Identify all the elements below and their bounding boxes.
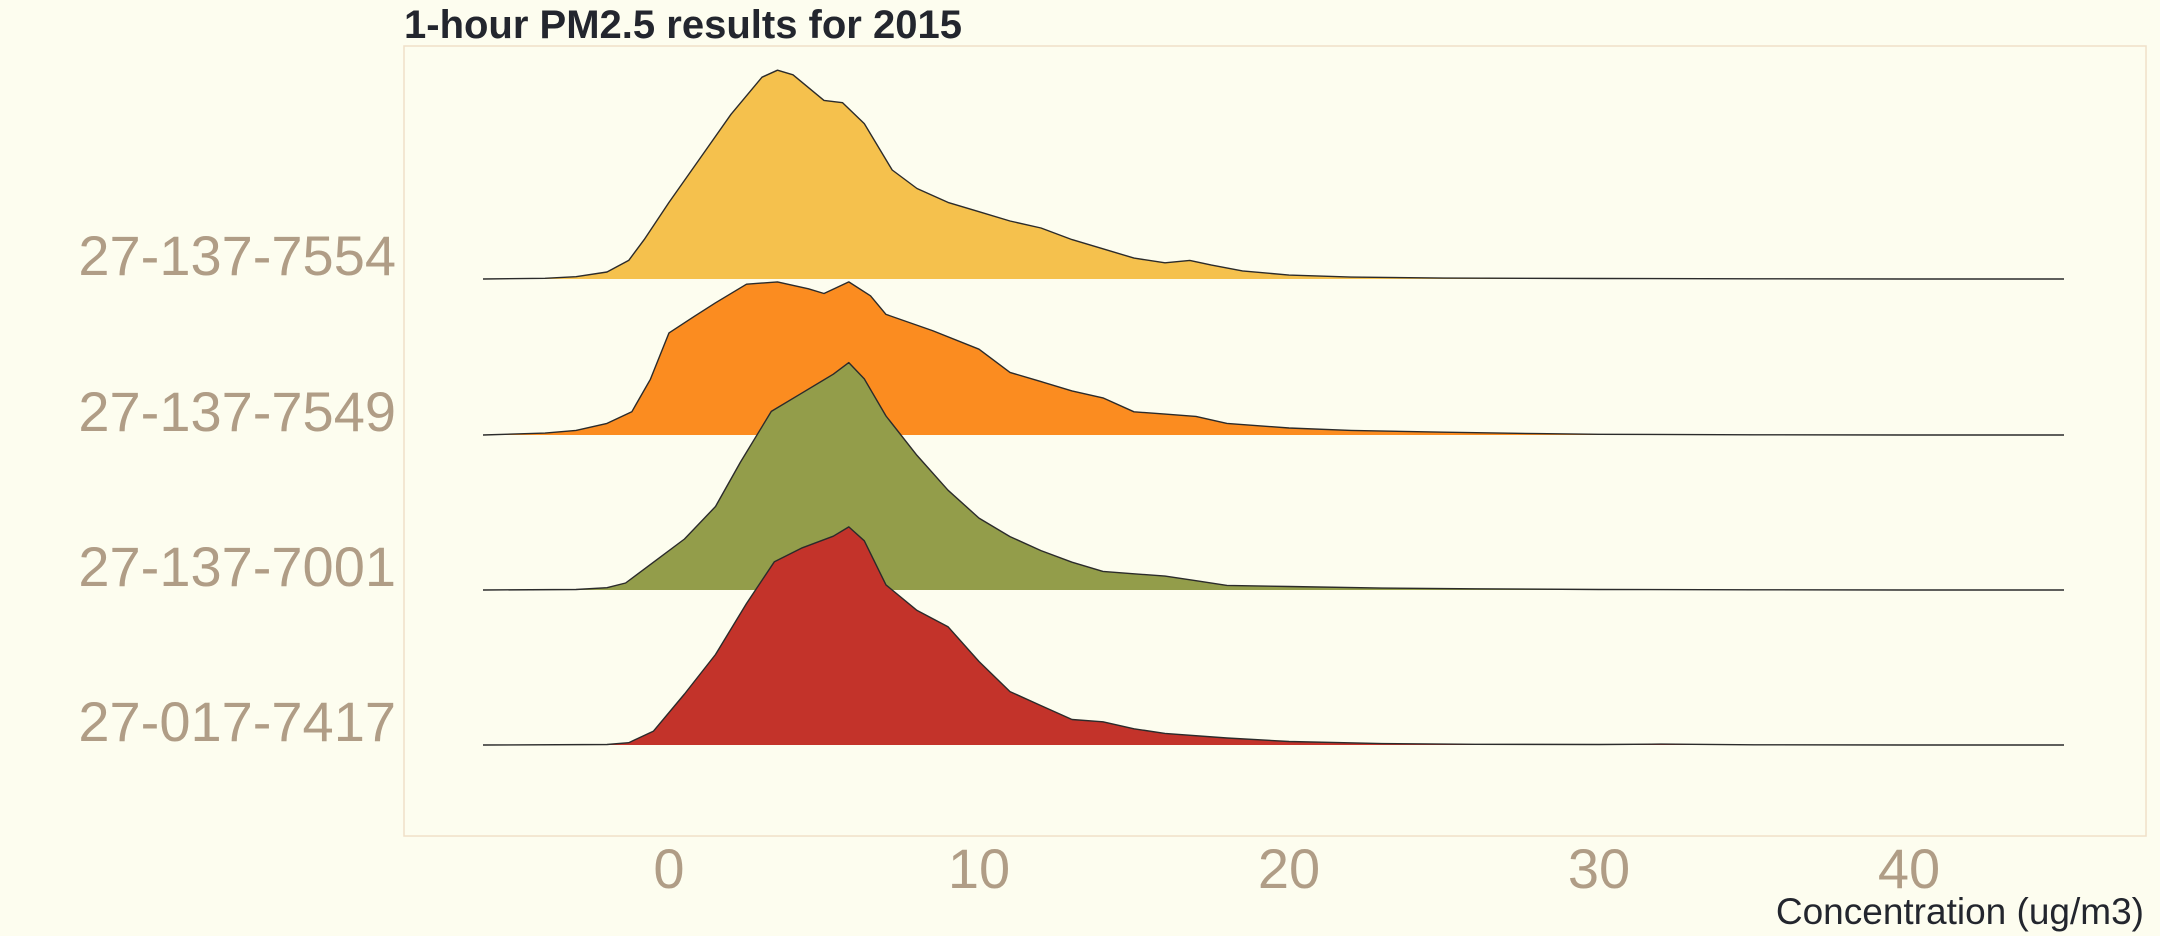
ridge-area-27-137-7554 bbox=[483, 70, 2064, 279]
y-tick-label-27-017-7417: 27-017-7417 bbox=[78, 690, 396, 753]
ridge-outline-27-137-7554 bbox=[482, 69, 2064, 280]
x-tick-label-40: 40 bbox=[1878, 837, 1940, 900]
plot-panel-border bbox=[403, 45, 2147, 837]
y-tick-label-27-137-7554: 27-137-7554 bbox=[78, 224, 396, 287]
ridge-27-137-7549 bbox=[482, 281, 2064, 436]
ridge-outline-27-137-7001 bbox=[482, 361, 2064, 591]
chart-title: 1-hour PM2.5 results for 2015 bbox=[404, 3, 962, 47]
ridge-outline-27-017-7417 bbox=[482, 526, 2064, 746]
x-axis-label: Concentration (ug/m3) bbox=[1776, 891, 2144, 932]
y-tick-label-27-137-7549: 27-137-7549 bbox=[78, 380, 396, 443]
x-tick-label-10: 10 bbox=[948, 837, 1010, 900]
x-tick-label-20: 20 bbox=[1258, 837, 1320, 900]
ridge-27-137-7001 bbox=[482, 361, 2064, 591]
y-tick-label-27-137-7001: 27-137-7001 bbox=[78, 535, 396, 598]
ridge-27-137-7554 bbox=[482, 69, 2064, 280]
density-ridges: 27-137-7554 27-137-7549 27-137-7001 27-017-… bbox=[78, 69, 2064, 753]
x-axis-ticks: 0 10 20 30 40 bbox=[653, 837, 1940, 900]
ridge-area-27-137-7001 bbox=[483, 362, 2064, 590]
x-tick-label-30: 30 bbox=[1568, 837, 1630, 900]
x-tick-label-0: 0 bbox=[653, 837, 684, 900]
ridge-area-27-137-7549 bbox=[483, 281, 2064, 435]
ridge-area-27-017-7417 bbox=[483, 526, 2064, 745]
ridge-outline-27-137-7549 bbox=[482, 281, 2064, 436]
ridge-27-017-7417 bbox=[482, 526, 2064, 746]
